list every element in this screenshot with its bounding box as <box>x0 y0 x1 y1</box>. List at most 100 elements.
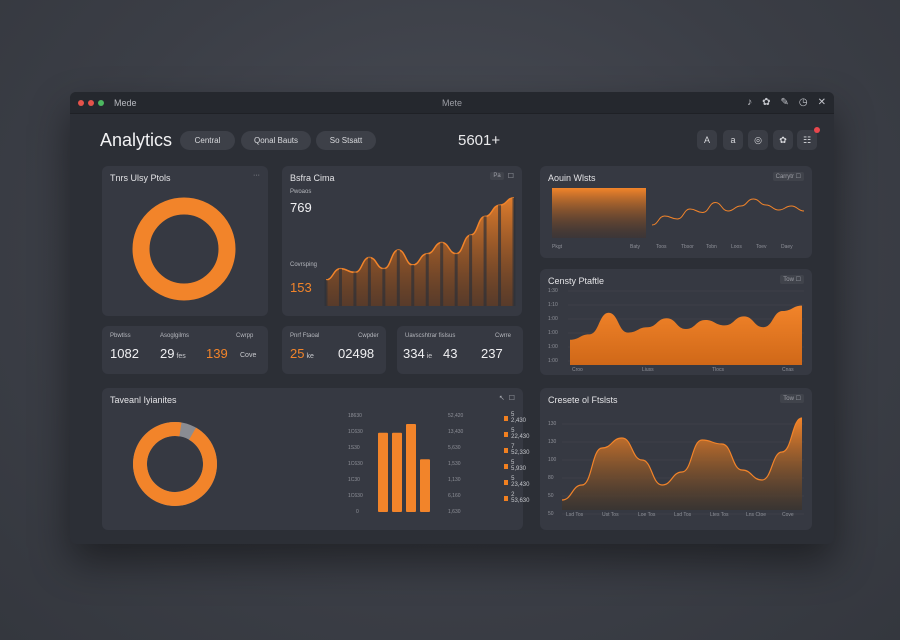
minimize-dot[interactable] <box>88 99 94 106</box>
legend-label: 7 52,330 <box>511 444 530 456</box>
maximize-dot[interactable] <box>98 99 104 106</box>
donut-ring <box>132 197 236 301</box>
bar-7 <box>411 264 415 306</box>
bar-3 <box>353 272 357 306</box>
legend-swatch <box>504 415 508 421</box>
breakdown-donut-chart <box>133 422 217 506</box>
tab-pill-3[interactable]: So Stsatt <box>316 131 376 150</box>
card-line-chart: Aouin Wlsts Carrytr ☐ Pkgt Baty Toos Tbsor T… <box>540 166 812 258</box>
toolbar-button-4[interactable]: ✿ <box>773 130 793 150</box>
x-axis-label: Cove <box>782 512 794 518</box>
expand-icon[interactable]: ☐ <box>507 173 514 180</box>
notifications-button[interactable]: ☷ <box>797 127 820 150</box>
app-name: Mede <box>114 97 137 108</box>
card-title: Cresete ol Ftslsts <box>548 395 618 405</box>
value-label: 1,530 <box>448 461 461 467</box>
x-axis-label: Ltes Tos <box>710 512 729 518</box>
y-axis-label: 1:30 <box>548 288 558 294</box>
y-axis-label: 130 <box>548 421 557 427</box>
bell-icon[interactable]: ♪ <box>747 97 753 108</box>
expand-icon[interactable]: ☐ <box>508 395 515 402</box>
stat-value: 334 ie <box>403 346 433 361</box>
range-chip[interactable]: Pa <box>490 172 504 180</box>
card-controls[interactable]: Pa ☐ <box>490 172 514 180</box>
y-axis-label: 130 <box>548 439 557 445</box>
legend-label: 2 53,630 <box>511 492 530 504</box>
card-wave-chart: Cresete ol Ftslsts Tow ☐ 130 130 100 80 50 50… <box>540 388 812 530</box>
bar-1 <box>324 279 328 306</box>
range-chip[interactable]: Carrytr ☐ <box>772 172 804 181</box>
bar-9 <box>440 242 444 306</box>
range-chip[interactable]: Tow ☐ <box>780 394 804 403</box>
toolbar-button-3[interactable]: ◎ <box>748 130 768 150</box>
window-icons: ♪ ✿ ✎ ◷ ✕ <box>747 92 826 114</box>
x-axis-label: Tobn <box>706 244 717 250</box>
x-axis-label: Toos <box>656 244 667 250</box>
stat-value: 02498 <box>338 346 375 361</box>
y-axis-label: 1:00 <box>548 344 558 350</box>
toolbar-button-1[interactable]: A <box>697 130 717 150</box>
legend-swatch <box>504 495 509 501</box>
y-axis-label: 1:00 <box>548 316 558 322</box>
tab-pill-1[interactable]: Central <box>180 131 235 150</box>
link-icon[interactable]: ✎ <box>780 97 789 108</box>
notification-badge <box>814 127 820 133</box>
legend-item: 7 52,330 <box>504 444 530 456</box>
x-axis-label: Toev <box>756 244 767 250</box>
stat-label: Pnrf Ftaoal <box>290 333 320 339</box>
collapse-icon[interactable]: ↖ <box>498 395 505 402</box>
legend-swatch <box>504 479 509 485</box>
y-axis-label: 1C630 <box>348 493 363 499</box>
title-bar: Mede Mete ♪ ✿ ✎ ◷ ✕ <box>70 92 834 114</box>
app-window: Mede Mete ♪ ✿ ✎ ◷ ✕ Analytics Central Qonal … <box>70 92 834 544</box>
x-axis-label: Loe Tos <box>638 512 656 518</box>
x-axis-label: Cnas <box>782 367 794 373</box>
donut-chart <box>132 197 236 301</box>
card-controls[interactable]: Carrytr ☐ <box>772 172 804 181</box>
card-area-chart: Censty Ptaftle Tow ☐ 1:30 1:10 1:00 1:00 1:0… <box>540 269 812 375</box>
x-axis-label: Baty <box>630 244 641 250</box>
y-axis-label: 80 <box>548 475 554 481</box>
bar-b <box>392 432 402 512</box>
stat-value: 1082 <box>110 346 139 361</box>
more-icon[interactable]: ··· <box>253 172 260 179</box>
stat-value: 769 <box>290 200 312 215</box>
header-counter: 5601+ <box>458 132 501 149</box>
bar-a <box>378 432 388 512</box>
y-axis-label: 100 <box>548 457 557 463</box>
bar-2 <box>338 268 342 306</box>
gear-icon[interactable]: ✿ <box>762 97 771 108</box>
card-stats-1: Pbwtlss Asoglgilms Cwrpp 1082 29 fes 139 … <box>102 326 268 374</box>
bar-8 <box>425 253 429 306</box>
y-axis-label: 1C630 <box>348 461 363 467</box>
stat-label: Asoglgilms <box>160 333 190 339</box>
value-label: 52,420 <box>448 413 464 419</box>
tab-pill-2[interactable]: Qonal Bauts <box>241 131 311 150</box>
card-menu[interactable]: ··· <box>253 172 260 179</box>
y-axis-label: 1S30 <box>348 445 360 451</box>
stat-value-highlight: 139 <box>206 346 228 361</box>
bar-11 <box>469 235 473 306</box>
close-dot[interactable] <box>78 99 84 106</box>
card-controls[interactable]: Tow ☐ <box>780 275 804 284</box>
legend-label: 5 22,430 <box>511 428 530 440</box>
card-controls[interactable]: Tow ☐ <box>780 394 804 403</box>
legend-item: 5 22,430 <box>504 428 530 440</box>
value-label: 5,630 <box>448 445 461 451</box>
card-controls[interactable]: ↖ ☐ <box>499 394 515 402</box>
notifications-icon: ☷ <box>802 134 812 145</box>
clock-icon[interactable]: ◷ <box>798 97 808 108</box>
breakdown-bar-chart <box>378 424 430 512</box>
line-chart-area <box>552 188 805 238</box>
y-axis-label: 1:10 <box>548 302 558 308</box>
bar-12 <box>483 216 487 306</box>
close-icon[interactable]: ✕ <box>817 97 826 108</box>
stat-label: Pwoaos <box>290 189 312 195</box>
card-title: Taveanl Iyianites <box>110 395 177 405</box>
stat-label: Cwrpp <box>236 333 254 339</box>
x-axis-label: Liuss <box>642 367 654 373</box>
range-chip[interactable]: Tow ☐ <box>780 275 804 284</box>
toolbar-button-2[interactable]: a <box>723 130 743 150</box>
window-controls[interactable] <box>78 99 104 106</box>
area-fill <box>570 305 802 365</box>
